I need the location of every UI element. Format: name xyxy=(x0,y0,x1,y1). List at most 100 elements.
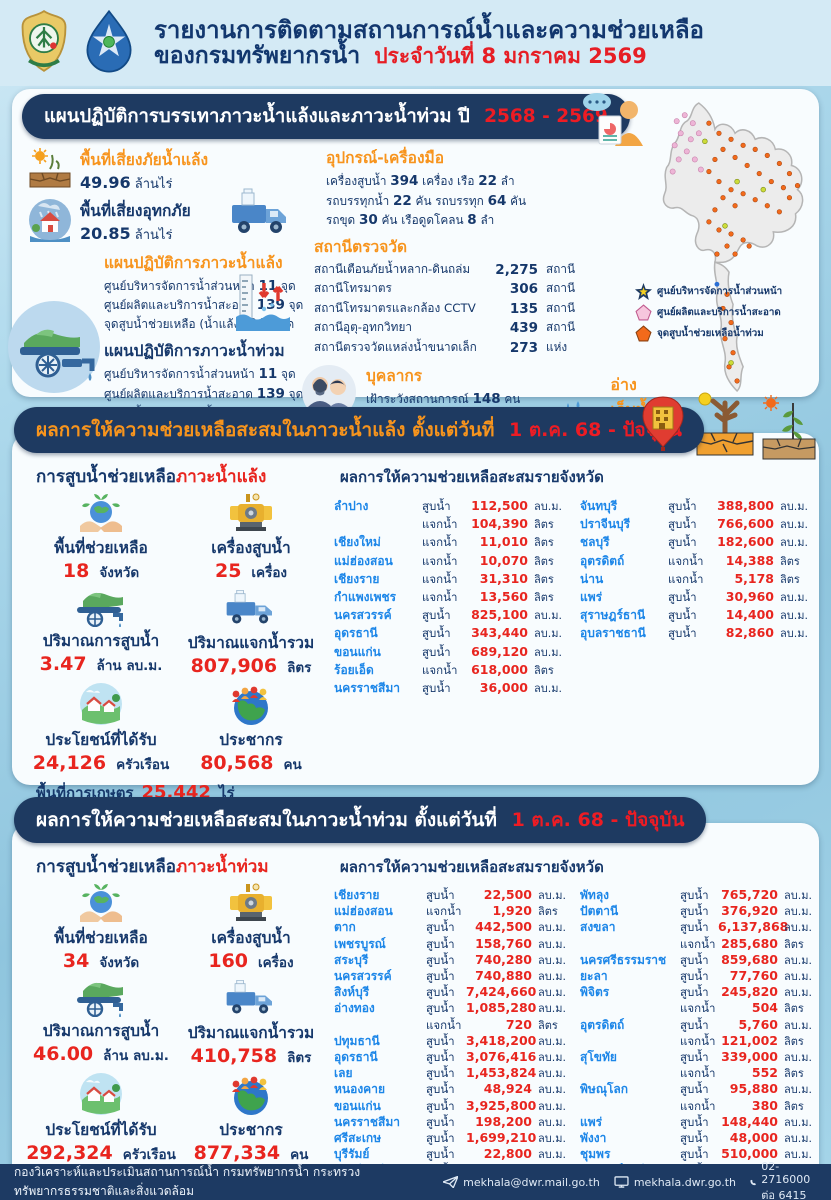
dwr-department-logo xyxy=(82,8,136,78)
map-marker-blue xyxy=(714,281,720,287)
stat-area-card: พื้นที่ช่วยเหลือ 34 จังหวัด xyxy=(26,882,176,973)
drought-table-title: ผลการให้ความช่วยเหลือสะสมรายจังหวัด xyxy=(340,468,604,486)
flood-table-title: ผลการให้ความช่วยเหลือสะสมรายจังหวัด xyxy=(340,858,604,876)
dry-field-sun-icon xyxy=(28,147,72,193)
legend-forward-center: ศูนย์บริหารจัดการน้ำส่วนหน้า xyxy=(635,283,782,300)
flood-section-header: ผลการให้ความช่วยเหลือสะสมในภาวะน้ำท่วม ต… xyxy=(14,797,707,843)
stations-block: สถานีตรวจวัด สถานีเตือนภัยน้ำหลาก-ดินถล่… xyxy=(314,234,660,359)
province-row: พัทลุง สูบน้ำ 765,720 ลบ.ม. xyxy=(580,887,812,902)
flood-risk-row: พื้นที่เสี่ยงอุทกภัย 20.85 ล้านไร่ xyxy=(28,198,296,246)
province-row: เชียงราย สูบน้ำ 22,500 ลบ.ม. xyxy=(334,887,566,902)
drought-risk-row: พื้นที่เสี่ยงภัยน้ำแล้ง 49.96 ล้านไร่ xyxy=(28,147,296,194)
equipment-list: เครื่องสูบน้ำ 394 เครื่อง เรือ 22 ลำ รถบ… xyxy=(326,172,660,231)
province-row: แจกน้ำ 552 ลิตร xyxy=(680,1065,804,1081)
footer-organization: กองวิเคราะห์และประเมินสถานการณ์น้ำ กรมทร… xyxy=(14,1165,361,1198)
plan-line: ศูนย์บริหารจัดการน้ำส่วนหน้า 11 จุด xyxy=(104,366,296,383)
province-row: ตาก สูบน้ำ 442,500 ลบ.ม. xyxy=(334,919,566,935)
drought-stats-column: การสูบน้ำช่วยเหลือภาวะน้ำแล้ง พื้นที่ช่ว… xyxy=(26,463,326,805)
stat-benefit-card: ประโยชน์ที่ได้รับ 24,126 ครัวเรือน xyxy=(26,682,176,775)
flood-risk-label: พื้นที่เสี่ยงอุทกภัย xyxy=(80,202,191,220)
province-row: หนองคาย สูบน้ำ 48,924 ลบ.ม. xyxy=(334,1081,566,1097)
pink-pentagon-icon xyxy=(635,304,652,321)
province-row: ชลบุรี สูบน้ำ 182,600 ลบ.ม. xyxy=(580,534,808,550)
ministry-seal-logo xyxy=(16,8,72,78)
stat-population-card: ประชากร 877,334 คน xyxy=(176,1072,326,1165)
footer-website: mekhala.dwr.go.th xyxy=(614,1176,736,1189)
flood-plan-title: แผนปฏิบัติการภาวะน้ำท่วม xyxy=(104,342,285,361)
person-with-chart-icon xyxy=(577,90,655,153)
station-line: สถานีโทรมาตรและกล้อง CCTV 135 สถานี xyxy=(314,300,576,317)
monitor-icon xyxy=(614,1176,629,1188)
thailand-map-shape xyxy=(662,102,804,393)
flood-table-right: พัทลุง สูบน้ำ 765,720 ลบ.ม. ปัตตานี สูบน้ำ 37… xyxy=(580,887,816,1200)
water-level-gauge-icon xyxy=(234,273,292,339)
drought-table-right: จันทบุรี สูบน้ำ 388,800 ลบ.ม. ปราจีนบุรี สูบ… xyxy=(580,497,820,697)
province-row: พิจิตร สูบน้ำ 245,820 ลบ.ม. xyxy=(580,984,812,1000)
flood-stats-column: การสูบน้ำช่วยเหลือภาวะน้ำท่วม พื้นที่ช่ว… xyxy=(26,853,326,1200)
province-row: ขอนแก่น สูบน้ำ 689,120 ลบ.ม. xyxy=(334,643,562,659)
stations-list: สถานีเตือนภัยน้ำหลาก-ดินถล่ม 2,275 สถานี ส… xyxy=(314,261,660,359)
equipment-title: อุปกรณ์-เครื่องมือ xyxy=(326,149,445,167)
map-markers-pump-points xyxy=(706,120,801,384)
province-row: พิษณุโลก สูบน้ำ 95,880 ลบ.ม. xyxy=(580,1081,812,1097)
province-row: น่าน แจกน้ำ 5,178 ลิตร xyxy=(580,570,800,586)
station-line: สถานีเตือนภัยน้ำหลาก-ดินถล่ม 2,275 สถานี xyxy=(314,261,576,278)
stat-distributed-card: ปริมาณแจกน้ำรวม 410,758 ลิตร xyxy=(176,977,326,1068)
footer-phone: 02-2716000 ต่อ 6415 xyxy=(750,1160,817,1200)
province-row: แจกน้ำ 104,390 ลิตร xyxy=(422,516,554,532)
province-row: ปทุมธานี สูบน้ำ 3,418,200 ลบ.ม. xyxy=(334,1032,566,1048)
drought-risk-value: 49.96 xyxy=(80,173,131,192)
pump-machine-icon xyxy=(230,883,272,921)
water-delivery-truck-icon xyxy=(226,979,272,1014)
village-icon xyxy=(80,683,122,725)
stat-pumps-card: เครื่องสูบน้ำ 25 เครื่อง xyxy=(176,492,326,583)
equipment-line: รถขุด 30 คัน เรือดูดโคลน 8 ลำ xyxy=(326,212,495,229)
personnel-title: บุคลากร xyxy=(366,366,423,385)
province-row: แจกน้ำ 121,002 ลิตร xyxy=(680,1032,804,1048)
stat-population-card: ประชากร 80,568 คน xyxy=(176,682,326,775)
province-row: ชุมพร สูบน้ำ 510,000 ลบ.ม. xyxy=(580,1146,812,1162)
star-marker-icon xyxy=(635,283,652,300)
footer-email: mekhala@dwr.mail.go.th xyxy=(443,1176,600,1189)
water-truck-icon xyxy=(228,183,294,243)
flood-stats-title: การสูบน้ำช่วยเหลือภาวะน้ำท่วม xyxy=(36,857,269,877)
drought-stats-title: การสูบน้ำช่วยเหลือภาวะน้ำแล้ง xyxy=(36,467,267,487)
province-row: พังงา สูบน้ำ 48,000 ลบ.ม. xyxy=(580,1130,812,1146)
action-plan-years: 2568 - 2569 xyxy=(484,106,608,127)
equipment-block: อุปกรณ์-เครื่องมือ เครื่องสูบน้ำ 394 เคร… xyxy=(326,145,660,231)
stat-benefit-card: ประโยชน์ที่ได้รับ 292,324 ครัวเรือน xyxy=(26,1072,176,1165)
province-row: แพร่ สูบน้ำ 148,440 ลบ.ม. xyxy=(580,1113,812,1129)
province-row: นครราชสีมา สูบน้ำ 198,200 ลบ.ม. xyxy=(334,1113,566,1129)
phone-icon xyxy=(750,1179,756,1185)
province-row: สงขลา สูบน้ำ 6,137,868 ลบ.ม. xyxy=(580,919,812,935)
province-row: ศรีสะเกษ สูบน้ำ 1,699,210 ลบ.ม. xyxy=(334,1130,566,1146)
section-action-plan: แผนปฏิบัติการบรรเทาภาวะน้ำแล้งและภาวะน้ำ… xyxy=(8,89,819,477)
province-row: ปราจีนบุรี สูบน้ำ 766,600 ลบ.ม. xyxy=(580,516,808,532)
footer-contacts: mekhala@dwr.mail.go.th mekhala.dwr.go.th… xyxy=(443,1160,817,1200)
section-flood-assistance: ผลการให้ความช่วยเหลือสะสมในภาวะน้ำท่วม ต… xyxy=(12,797,819,1200)
province-row: แจกน้ำ 720 ลิตร xyxy=(426,1016,558,1032)
station-line: สถานีโทรมาตร 306 สถานี xyxy=(314,281,576,298)
province-row: อุดรธานี สูบน้ำ 3,076,416 ลบ.ม. xyxy=(334,1049,566,1065)
hands-globe-plant-icon xyxy=(80,494,122,532)
province-row: นครสวรรค์ สูบน้ำ 825,100 ลบ.ม. xyxy=(334,607,562,623)
station-line: สถานีตรวจวัดแหล่งน้ำขนาดเล็ก 273 แห่ง xyxy=(314,339,568,356)
province-row: ยะลา สูบน้ำ 77,760 ลบ.ม. xyxy=(580,968,812,984)
province-row: แจกน้ำ 380 ลิตร xyxy=(680,1097,804,1113)
province-row: อุตรดิตถ์ แจกน้ำ 14,388 ลิตร xyxy=(580,552,800,568)
pump-boat-icon xyxy=(77,592,123,627)
province-row: แพร่ สูบน้ำ 30,960 ลบ.ม. xyxy=(580,589,808,605)
village-icon xyxy=(80,1073,122,1115)
province-row: กำแพงเพชร แจกน้ำ 13,560 ลิตร xyxy=(334,589,554,605)
province-row: เชียงราย แจกน้ำ 31,310 ลิตร xyxy=(334,570,554,586)
equipment-line: เครื่องสูบน้ำ 394 เครื่อง เรือ 22 ลำ xyxy=(326,173,515,189)
drought-assistance-panel: การสูบน้ำช่วยเหลือภาวะน้ำแล้ง พื้นที่ช่ว… xyxy=(12,433,820,803)
map-pin-building-icon xyxy=(639,395,687,457)
drought-plan-block: แผนปฏิบัติการภาวะน้ำแล้ง ศูนย์บริหารจัดก… xyxy=(104,250,303,334)
pump-boat-icon xyxy=(77,982,123,1017)
report-date: ประจำวันที่ 8 มกราคม 2569 xyxy=(374,43,647,68)
report-title-line2: ของกรมทรัพยากรน้ำ xyxy=(154,42,361,69)
map-markers-forward-centers xyxy=(702,138,766,366)
province-row: เชียงใหม่ แจกน้ำ 11,010 ลิตร xyxy=(334,534,554,550)
